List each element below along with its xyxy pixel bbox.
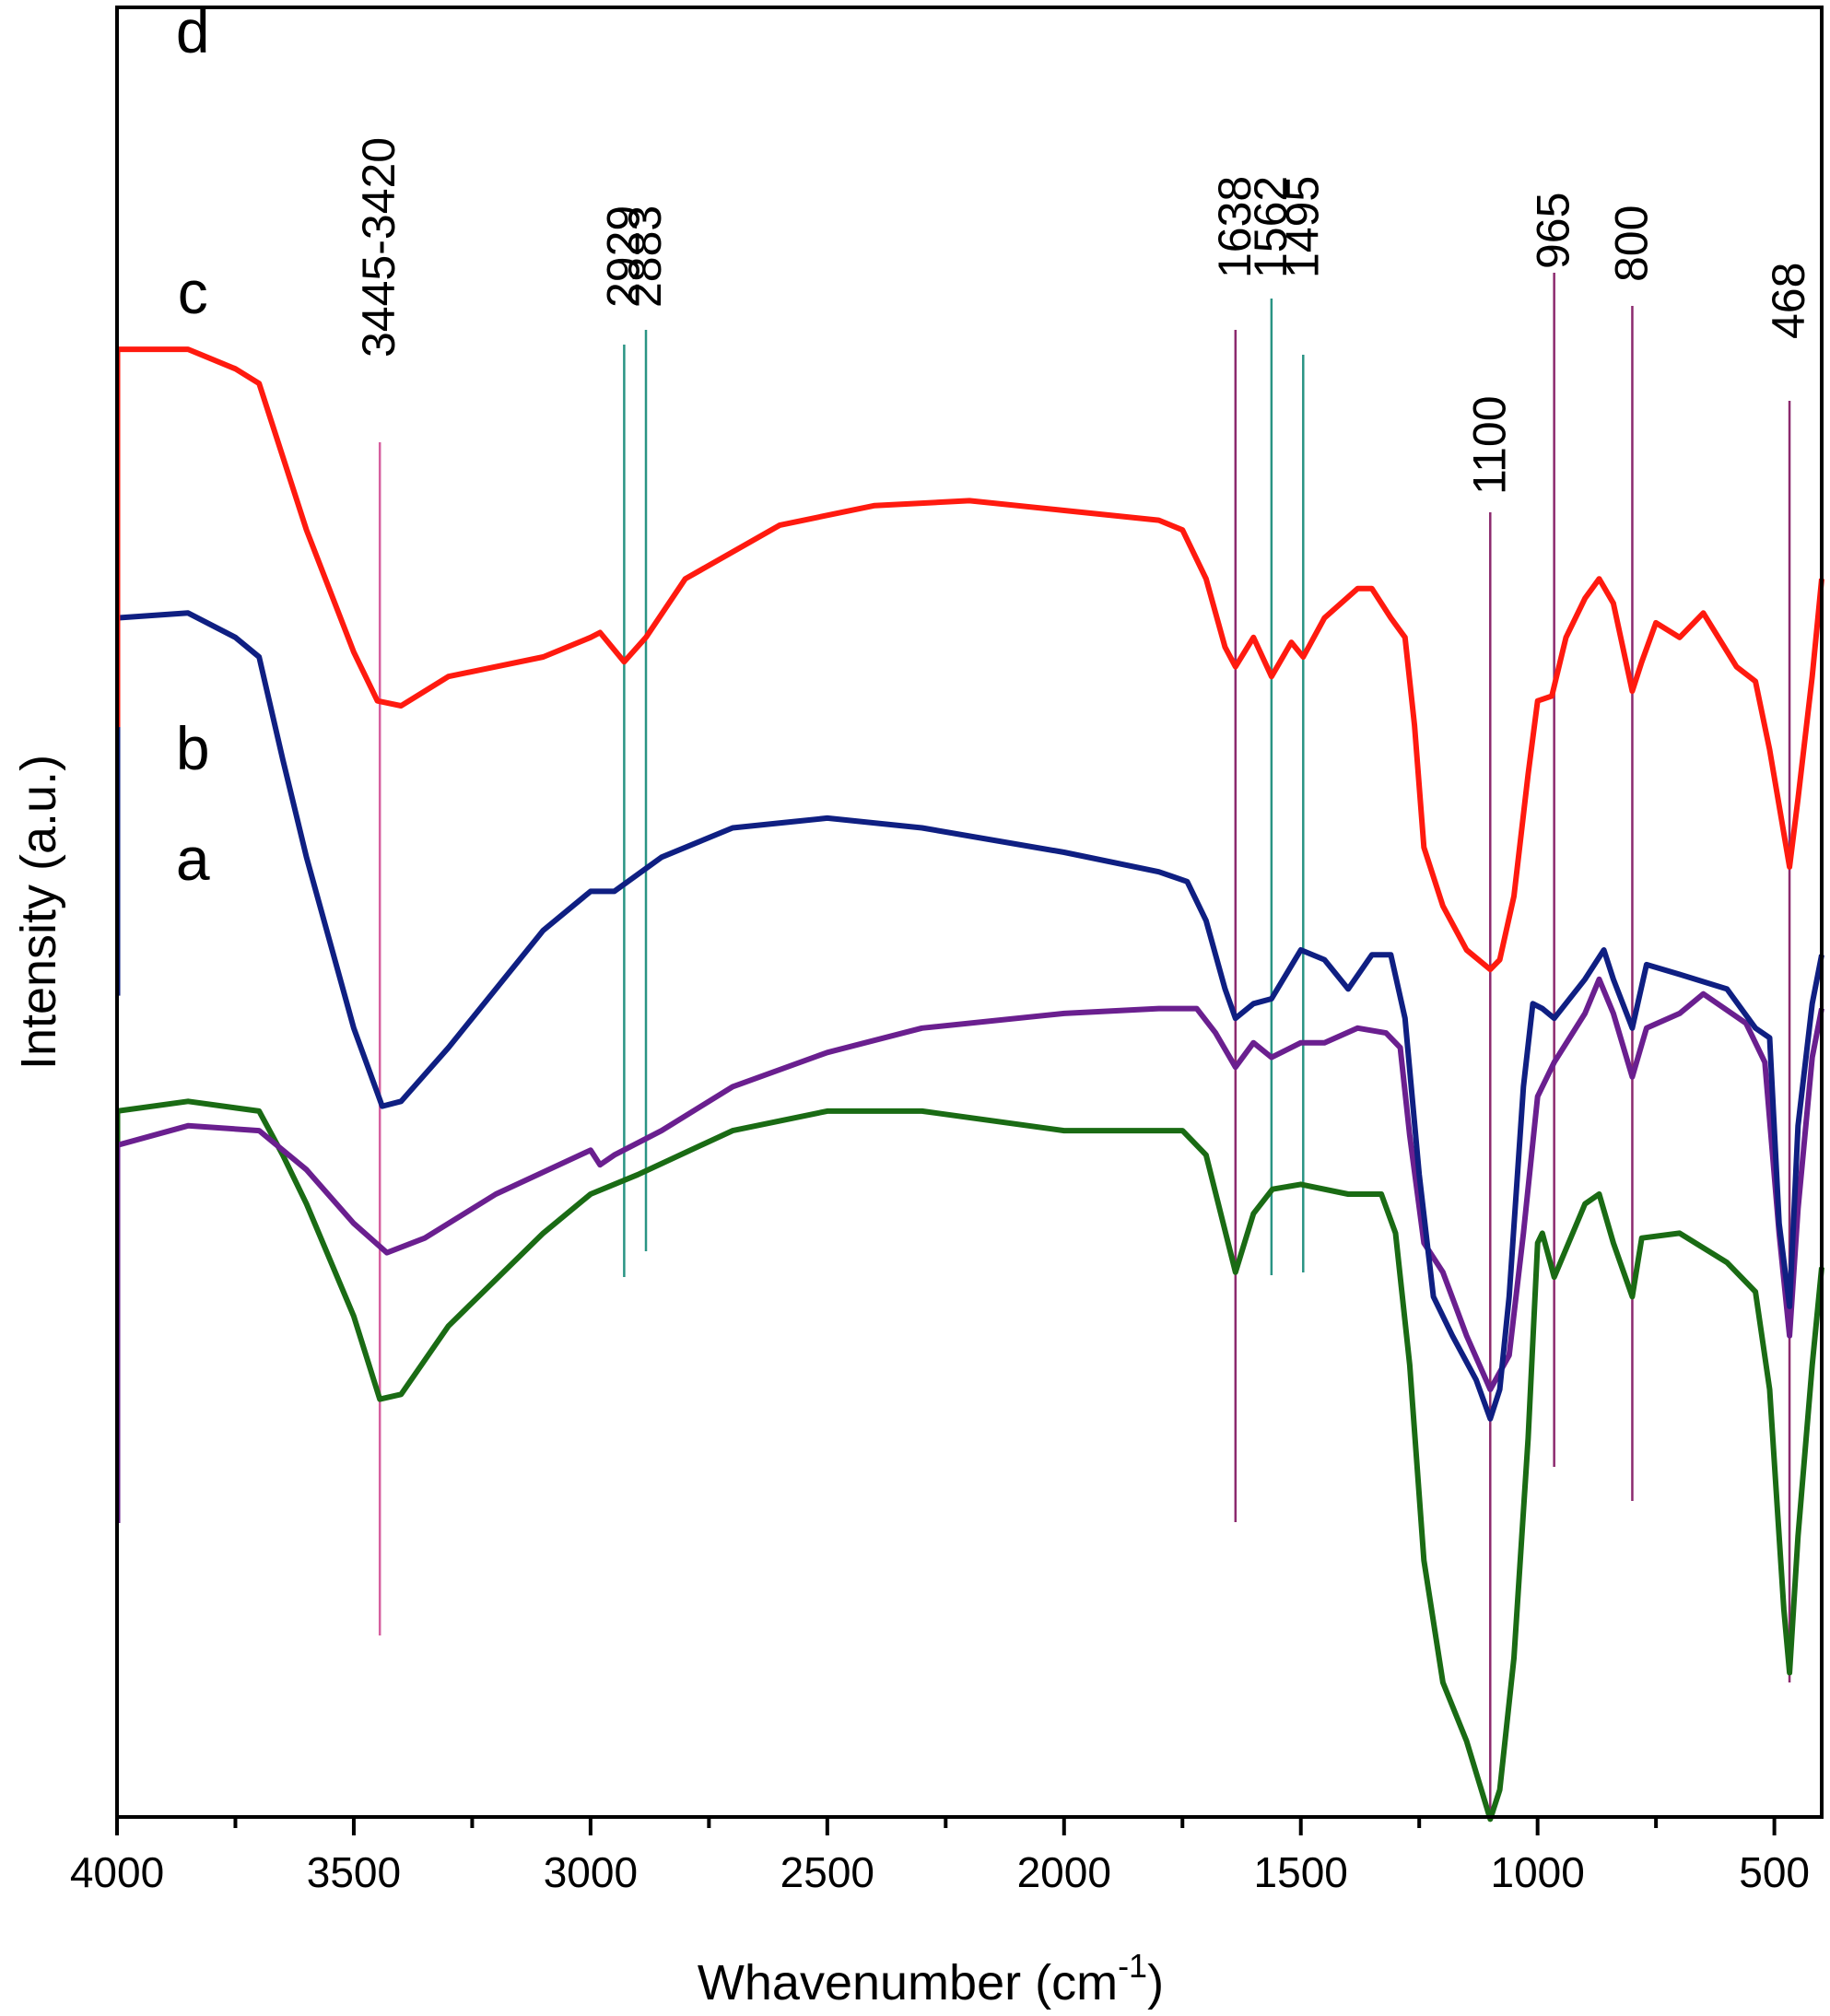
series-line-c bbox=[116, 610, 1824, 1422]
curve-label-a: a bbox=[176, 825, 210, 893]
series-line-d bbox=[117, 346, 1824, 973]
x-tick-label-1000: 1000 bbox=[1490, 1848, 1584, 1896]
series-group bbox=[115, 346, 1824, 1823]
x-tick-label-2000: 2000 bbox=[1017, 1848, 1111, 1896]
curve-label-d: d bbox=[176, 0, 210, 65]
x-tick-labels: 4000 3500 3000 2500 2000 1500 1000 500 bbox=[70, 1848, 1810, 1896]
x-tick-label-2500: 2500 bbox=[780, 1848, 874, 1896]
annotation-label-1495: 1495 bbox=[1276, 176, 1328, 278]
x-axis-title-close: ) bbox=[1147, 1955, 1164, 2010]
x-tick-label-3500: 3500 bbox=[307, 1848, 401, 1896]
annotation-label-3445-3420: 3445-3420 bbox=[353, 137, 405, 357]
annotation-label-1638: 1638 bbox=[1209, 176, 1261, 278]
y-axis-title: Intensity (a.u.) bbox=[11, 755, 66, 1070]
curve-label-c: c bbox=[178, 258, 208, 326]
x-tick-label-4000: 4000 bbox=[70, 1848, 164, 1896]
curve-labels: ab c d bbox=[176, 0, 210, 893]
annotation-label-2883: 2883 bbox=[619, 205, 671, 308]
annotation-label-2929: 2929 bbox=[597, 205, 649, 308]
annotation-label-1562: 1562 bbox=[1245, 176, 1296, 278]
series-line-a bbox=[116, 1098, 1824, 1823]
annotation-label-800: 800 bbox=[1605, 205, 1657, 282]
series-line-b bbox=[116, 976, 1824, 1392]
curve-label-b: b bbox=[176, 714, 210, 782]
x-axis-title: Whavenumber (cm-1) bbox=[698, 1947, 1164, 2010]
x-tick-label-3000: 3000 bbox=[544, 1848, 638, 1896]
x-axis-title-sup: -1 bbox=[1118, 1947, 1147, 1985]
annotation-lines bbox=[378, 273, 1791, 1810]
annotation-label-1100: 1100 bbox=[1463, 395, 1515, 495]
annotation-label-468: 468 bbox=[1763, 263, 1814, 339]
x-tick-label-500: 500 bbox=[1739, 1848, 1810, 1896]
x-axis-title-main: Whavenumber (cm bbox=[698, 1955, 1118, 2010]
x-axis-ticks bbox=[115, 1817, 1777, 1835]
plot-frame bbox=[115, 6, 1824, 1819]
x-tick-label-1500: 1500 bbox=[1254, 1848, 1348, 1896]
annotation-label-965: 965 bbox=[1528, 193, 1579, 269]
